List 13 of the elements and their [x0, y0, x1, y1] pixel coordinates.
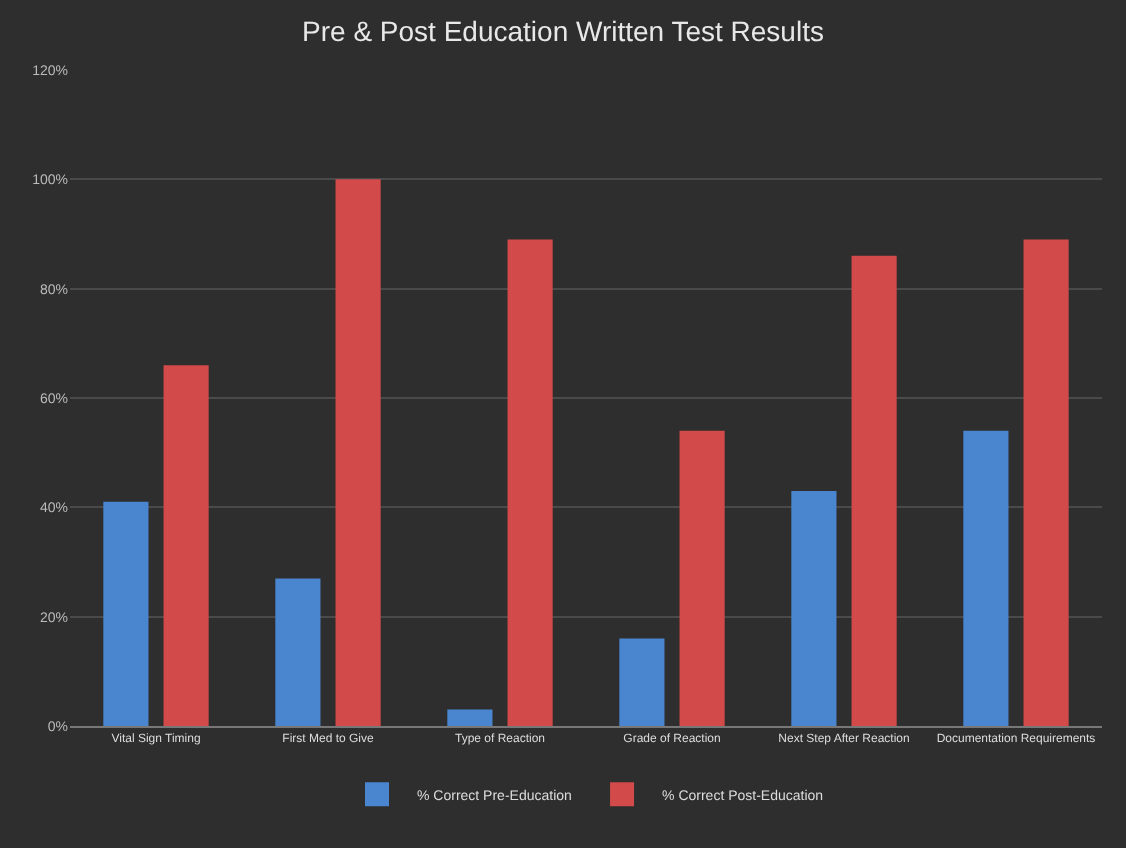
- bar: [335, 179, 381, 726]
- bar: [163, 365, 209, 726]
- bar: [1023, 239, 1069, 726]
- bar: [275, 578, 321, 726]
- bar: [851, 255, 897, 726]
- bar: [447, 709, 493, 726]
- bar: [619, 638, 665, 726]
- bar: [507, 239, 553, 726]
- bar: [963, 430, 1009, 726]
- bar: [791, 490, 837, 726]
- bar: [103, 501, 149, 726]
- bar: [679, 430, 725, 726]
- chart-title: Pre & Post Education Written Test Results: [302, 14, 824, 47]
